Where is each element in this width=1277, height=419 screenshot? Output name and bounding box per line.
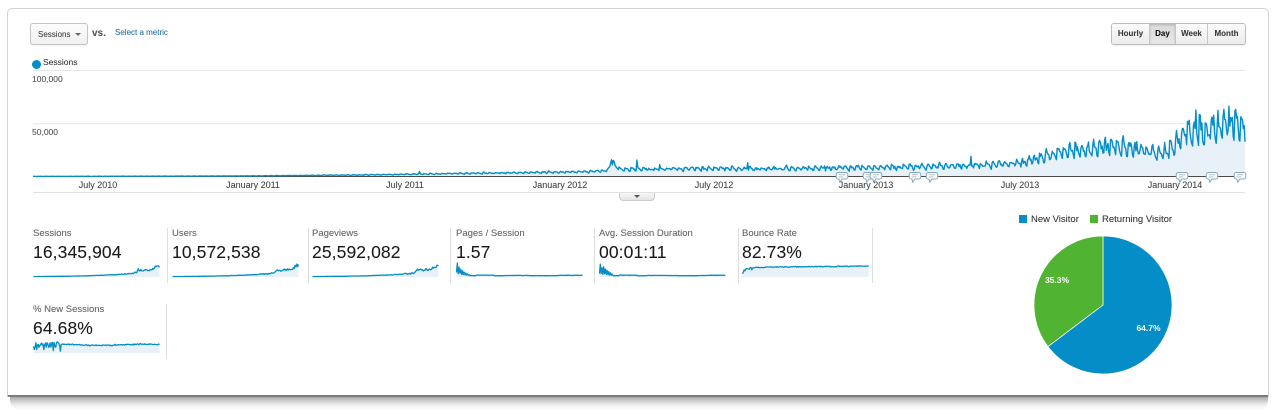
svg-text:64.7%: 64.7% (1136, 323, 1161, 333)
svg-text:35.3%: 35.3% (1045, 275, 1070, 285)
